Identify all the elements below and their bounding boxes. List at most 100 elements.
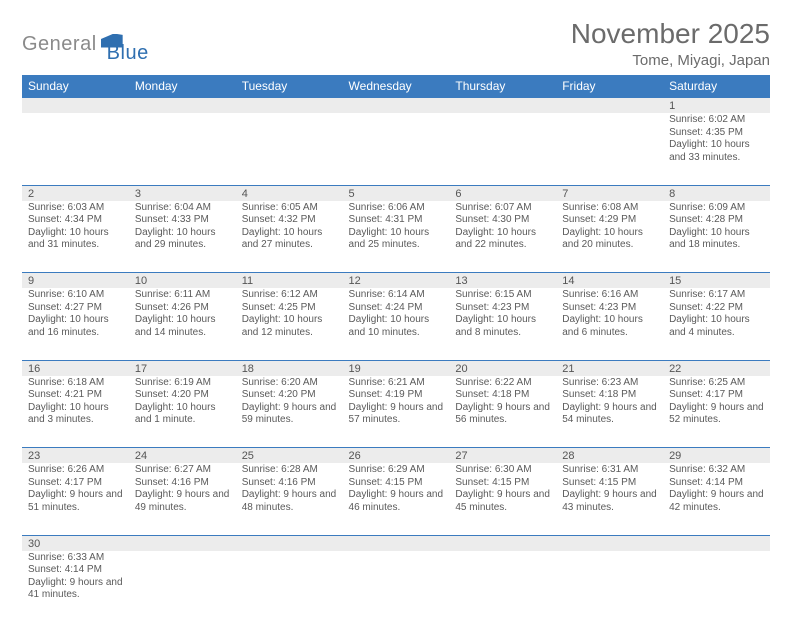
- week-content-row: Sunrise: 6:10 AMSunset: 4:27 PM Daylight:…: [22, 288, 770, 360]
- day-cell-header: 11: [236, 273, 343, 289]
- sunset-text: Sunset: 4:31 PM: [349, 214, 444, 227]
- sunrise-text: Sunrise: 6:16 AM: [562, 289, 657, 302]
- day-cell: Sunrise: 6:09 AMSunset: 4:28 PMDaylight:…: [663, 201, 770, 273]
- day-cell: Sunrise: 6:12 AMSunset: 4:25 PMDaylight:…: [236, 288, 343, 360]
- day-number: 18: [236, 361, 343, 376]
- day-cell-body: Sunrise: 6:08 AMSunset: 4:29 PMDaylight:…: [556, 201, 663, 256]
- sunrise-text: Sunrise: 6:31 AM: [562, 464, 657, 477]
- sunrise-text: Sunrise: 6:06 AM: [349, 202, 444, 215]
- day-number: 24: [129, 448, 236, 463]
- flag-icon: [101, 34, 123, 48]
- day-cell-header: 15: [663, 273, 770, 289]
- day-cell-body: Sunrise: 6:10 AMSunset: 4:27 PMDaylight:…: [22, 288, 129, 343]
- sunset-text: Sunset: 4:15 PM: [455, 477, 550, 490]
- day-cell: Sunrise: 6:28 AMSunset: 4:16 PMDaylight:…: [236, 463, 343, 535]
- day-cell: Sunrise: 6:20 AMSunset: 4:20 PMDaylight:…: [236, 376, 343, 448]
- daylight-text: Daylight: 10 hours and 14 minutes.: [135, 314, 230, 339]
- day-number: 13: [449, 273, 556, 288]
- day-cell: Sunrise: 6:25 AMSunset: 4:17 PMDaylight:…: [663, 376, 770, 448]
- day-cell-body: Sunrise: 6:29 AMSunset: 4:15 PMDaylight:…: [343, 463, 450, 518]
- day-cell: Sunrise: 6:31 AMSunset: 4:15 PMDaylight:…: [556, 463, 663, 535]
- day-number: 16: [22, 361, 129, 376]
- daylight-text: Daylight: 9 hours and 45 minutes.: [455, 489, 550, 514]
- sunset-text: Sunset: 4:32 PM: [242, 214, 337, 227]
- sunset-text: Sunset: 4:18 PM: [455, 389, 550, 402]
- sunrise-text: Sunrise: 6:20 AM: [242, 377, 337, 390]
- day-header: Sunday: [22, 75, 129, 98]
- day-cell-header: 17: [129, 360, 236, 376]
- day-cell-header: [556, 535, 663, 551]
- day-number: 1: [663, 98, 770, 113]
- day-cell: Sunrise: 6:07 AMSunset: 4:30 PMDaylight:…: [449, 201, 556, 273]
- day-cell: Sunrise: 6:11 AMSunset: 4:26 PMDaylight:…: [129, 288, 236, 360]
- day-cell: Sunrise: 6:04 AMSunset: 4:33 PMDaylight:…: [129, 201, 236, 273]
- daylight-text: Daylight: 10 hours and 20 minutes.: [562, 227, 657, 252]
- sunset-text: Sunset: 4:21 PM: [28, 389, 123, 402]
- week-daynum-row: 30: [22, 535, 770, 551]
- daylight-text: Daylight: 9 hours and 46 minutes.: [349, 489, 444, 514]
- day-cell: Sunrise: 6:15 AMSunset: 4:23 PMDaylight:…: [449, 288, 556, 360]
- sunrise-text: Sunrise: 6:32 AM: [669, 464, 764, 477]
- day-cell: [343, 113, 450, 185]
- sunrise-text: Sunrise: 6:30 AM: [455, 464, 550, 477]
- day-number: 29: [663, 448, 770, 463]
- title-block: November 2025 Tome, Miyagi, Japan: [571, 18, 770, 69]
- day-number: 7: [556, 186, 663, 201]
- daylight-text: Daylight: 10 hours and 22 minutes.: [455, 227, 550, 252]
- day-number: 6: [449, 186, 556, 201]
- sunset-text: Sunset: 4:17 PM: [669, 389, 764, 402]
- sunrise-text: Sunrise: 6:29 AM: [349, 464, 444, 477]
- sunset-text: Sunset: 4:20 PM: [135, 389, 230, 402]
- day-cell-header: 20: [449, 360, 556, 376]
- header: General Blue November 2025 Tome, Miyagi,…: [22, 18, 770, 69]
- day-cell-body: Sunrise: 6:32 AMSunset: 4:14 PMDaylight:…: [663, 463, 770, 518]
- sunset-text: Sunset: 4:23 PM: [455, 302, 550, 315]
- day-cell-header: 13: [449, 273, 556, 289]
- sunset-text: Sunset: 4:25 PM: [242, 302, 337, 315]
- day-cell-header: [129, 98, 236, 114]
- daylight-text: Daylight: 9 hours and 57 minutes.: [349, 402, 444, 427]
- sunrise-text: Sunrise: 6:04 AM: [135, 202, 230, 215]
- day-number: 22: [663, 361, 770, 376]
- day-cell-body: Sunrise: 6:05 AMSunset: 4:32 PMDaylight:…: [236, 201, 343, 256]
- day-cell-header: [343, 98, 450, 114]
- day-cell-header: 29: [663, 448, 770, 464]
- day-cell-header: 2: [22, 185, 129, 201]
- daylight-text: Daylight: 9 hours and 51 minutes.: [28, 489, 123, 514]
- sunset-text: Sunset: 4:35 PM: [669, 127, 764, 140]
- logo-text-general: General: [22, 33, 97, 56]
- day-cell-body: Sunrise: 6:33 AMSunset: 4:14 PMDaylight:…: [22, 551, 129, 606]
- daylight-text: Daylight: 10 hours and 1 minute.: [135, 402, 230, 427]
- sunrise-text: Sunrise: 6:15 AM: [455, 289, 550, 302]
- sunrise-text: Sunrise: 6:10 AM: [28, 289, 123, 302]
- sunrise-text: Sunrise: 6:17 AM: [669, 289, 764, 302]
- day-cell-body: Sunrise: 6:03 AMSunset: 4:34 PMDaylight:…: [22, 201, 129, 256]
- day-cell-body: Sunrise: 6:11 AMSunset: 4:26 PMDaylight:…: [129, 288, 236, 343]
- week-content-row: Sunrise: 6:03 AMSunset: 4:34 PMDaylight:…: [22, 201, 770, 273]
- day-number: 15: [663, 273, 770, 288]
- day-header-row: Sunday Monday Tuesday Wednesday Thursday…: [22, 75, 770, 98]
- day-cell: Sunrise: 6:26 AMSunset: 4:17 PMDaylight:…: [22, 463, 129, 535]
- day-cell-header: 3: [129, 185, 236, 201]
- day-cell-header: 24: [129, 448, 236, 464]
- day-number: 23: [22, 448, 129, 463]
- day-cell-header: 12: [343, 273, 450, 289]
- day-cell-body: Sunrise: 6:28 AMSunset: 4:16 PMDaylight:…: [236, 463, 343, 518]
- day-cell-body: Sunrise: 6:31 AMSunset: 4:15 PMDaylight:…: [556, 463, 663, 518]
- sunrise-text: Sunrise: 6:05 AM: [242, 202, 337, 215]
- sunset-text: Sunset: 4:33 PM: [135, 214, 230, 227]
- sunrise-text: Sunrise: 6:28 AM: [242, 464, 337, 477]
- day-cell-body: Sunrise: 6:20 AMSunset: 4:20 PMDaylight:…: [236, 376, 343, 431]
- day-header: Saturday: [663, 75, 770, 98]
- sunset-text: Sunset: 4:30 PM: [455, 214, 550, 227]
- daylight-text: Daylight: 10 hours and 18 minutes.: [669, 227, 764, 252]
- day-cell-header: [129, 535, 236, 551]
- day-number: 30: [22, 536, 129, 551]
- sunset-text: Sunset: 4:16 PM: [135, 477, 230, 490]
- sunset-text: Sunset: 4:27 PM: [28, 302, 123, 315]
- sunrise-text: Sunrise: 6:09 AM: [669, 202, 764, 215]
- day-cell-header: [22, 98, 129, 114]
- sunrise-text: Sunrise: 6:11 AM: [135, 289, 230, 302]
- sunrise-text: Sunrise: 6:18 AM: [28, 377, 123, 390]
- day-cell: Sunrise: 6:14 AMSunset: 4:24 PMDaylight:…: [343, 288, 450, 360]
